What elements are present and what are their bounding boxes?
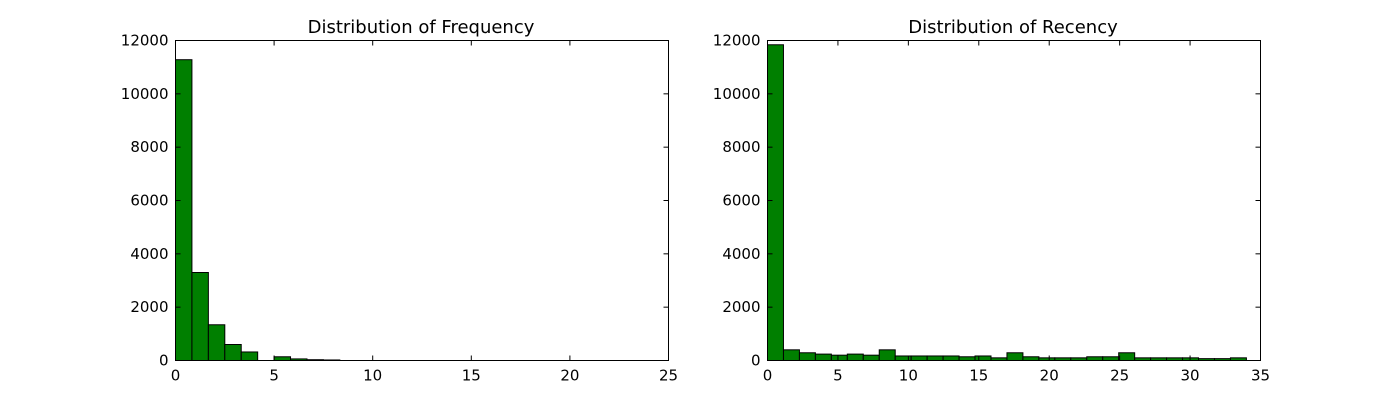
histogram-bar xyxy=(1118,352,1136,361)
y-tick-label: 4000 xyxy=(722,245,760,263)
plot-frame xyxy=(175,40,669,361)
histogram-bar xyxy=(846,353,864,362)
histogram-bar xyxy=(798,352,816,361)
y-tick-label: 6000 xyxy=(130,192,168,210)
histogram-bar xyxy=(191,272,209,361)
axes: 0 5 10 15 20 25 30 35 0 2000 4000 6000 8000 10000 1200… xyxy=(713,32,1270,385)
histogram-bar xyxy=(878,349,896,362)
x-tick-label: 30 xyxy=(1181,367,1200,385)
x-tick-label: 35 xyxy=(1251,367,1270,385)
histogram-bar xyxy=(240,351,259,362)
x-tick-label: 0 xyxy=(171,367,181,385)
histogram-bar xyxy=(273,356,292,361)
histogram-bar xyxy=(224,344,242,361)
y-tick-label: 12000 xyxy=(713,32,761,50)
histogram-bar xyxy=(926,355,944,362)
y-tick-label: 10000 xyxy=(713,85,761,103)
y-tick-label: 0 xyxy=(159,352,169,370)
histogram-bar xyxy=(974,355,992,362)
x-tick-label: 10 xyxy=(363,367,382,385)
chart-title: Distribution of Frequency xyxy=(308,17,535,38)
histogram-bar xyxy=(175,59,193,361)
y-tick-label: 6000 xyxy=(722,192,760,210)
plot-frame xyxy=(767,40,1261,361)
y-tick-label: 12000 xyxy=(121,32,169,50)
y-tick-label: 0 xyxy=(751,352,761,370)
y-tick-label: 2000 xyxy=(722,298,760,316)
x-tick-label: 25 xyxy=(659,367,678,385)
histogram-bar xyxy=(862,354,880,361)
histogram-bar xyxy=(1022,356,1040,361)
y-tick-label: 10000 xyxy=(121,85,169,103)
histogram-bar xyxy=(1006,352,1024,361)
x-tick-label: 20 xyxy=(1040,367,1059,385)
x-tick-label: 5 xyxy=(269,367,279,385)
y-tick-label: 4000 xyxy=(130,245,168,263)
x-tick-label: 5 xyxy=(833,367,843,385)
chart-frequency: Distribution of Frequency 0 5 10 15 20 25 0 200… xyxy=(121,17,678,385)
histogram-bar xyxy=(814,353,832,362)
bars xyxy=(175,59,341,362)
y-tick-label: 8000 xyxy=(722,138,760,156)
histogram-bar xyxy=(1102,356,1120,361)
y-tick-label: 8000 xyxy=(130,138,168,156)
x-tick-label: 15 xyxy=(969,367,988,385)
axes: 0 5 10 15 20 25 0 2000 4000 6000 8000 10000 12000 xyxy=(121,32,678,385)
histogram-bar xyxy=(1086,356,1104,361)
histogram-bar xyxy=(207,324,226,361)
histogram-bar xyxy=(782,349,800,362)
histogram-bar xyxy=(910,355,928,362)
histogram-bar xyxy=(830,354,848,361)
histogram-bar xyxy=(958,356,976,361)
chart-recency: Distribution of Recency 0 5 10 15 20 25 30 35 0 2… xyxy=(713,17,1270,385)
y-tick-label: 2000 xyxy=(130,298,168,316)
x-tick-label: 0 xyxy=(763,367,773,385)
chart-title: Distribution of Recency xyxy=(908,17,1118,38)
x-tick-label: 15 xyxy=(462,367,481,385)
x-tick-label: 20 xyxy=(560,367,579,385)
histogram-bar xyxy=(767,44,784,362)
x-tick-label: 10 xyxy=(899,367,918,385)
histogram-bar xyxy=(942,355,960,362)
x-tick-label: 25 xyxy=(1110,367,1129,385)
bars xyxy=(767,44,1247,362)
